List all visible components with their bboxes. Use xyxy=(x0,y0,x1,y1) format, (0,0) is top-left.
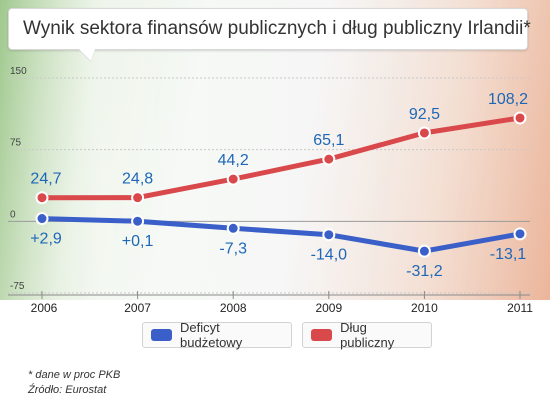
data-label-deficit: -13,1 xyxy=(490,246,527,263)
y-tick-label: 150 xyxy=(10,66,27,77)
y-tick-label: -75 xyxy=(10,281,25,292)
chart-title: Wynik sektora finansów publicznych i dłu… xyxy=(23,18,531,39)
data-point-deficit xyxy=(417,244,431,258)
data-label-deficit: +2,9 xyxy=(30,231,62,248)
data-point-debt xyxy=(417,126,431,140)
legend-item-debt: Dług publiczny xyxy=(302,320,432,350)
data-label-deficit: -14,0 xyxy=(311,247,348,264)
title-box: Wynik sektora finansów publicznych i dłu… xyxy=(8,8,531,50)
data-label-deficit: +0,1 xyxy=(122,233,154,250)
data-point-deficit xyxy=(131,214,145,228)
data-label-debt: 65,1 xyxy=(313,132,344,149)
x-tick-label: 2008 xyxy=(220,301,247,315)
data-point-debt xyxy=(35,191,49,205)
data-label-deficit: -31,2 xyxy=(406,263,443,280)
data-point-deficit xyxy=(322,228,336,242)
footnote-note: * dane w proc PKB xyxy=(28,369,121,381)
data-label-debt: 44,2 xyxy=(218,152,249,169)
data-point-debt xyxy=(226,172,240,186)
legend-label-deficit: Deficyt budżetowy xyxy=(180,320,243,350)
series-line-debt xyxy=(39,115,523,201)
x-tick-label: 2006 xyxy=(31,301,58,315)
y-tick-label: 75 xyxy=(10,138,22,149)
data-point-debt xyxy=(322,152,336,166)
x-tick-label: 2009 xyxy=(315,301,342,315)
legend-swatch-deficit xyxy=(151,329,173,341)
y-tick-label: 0 xyxy=(10,209,16,220)
data-point-debt xyxy=(131,191,145,205)
data-point-deficit xyxy=(226,221,240,235)
data-point-deficit xyxy=(513,227,527,241)
data-point-deficit xyxy=(35,212,49,226)
data-label-deficit: -7,3 xyxy=(219,240,247,257)
x-tick-label: 2010 xyxy=(411,301,438,315)
data-point-debt xyxy=(513,111,527,125)
footnote-source: Źródło: Eurostat xyxy=(28,384,107,396)
x-tick-label: 2007 xyxy=(124,301,151,315)
x-tick-label: 2011 xyxy=(507,301,533,315)
legend-swatch-debt xyxy=(311,329,333,341)
legend-label-debt: Dług publiczny xyxy=(340,320,395,350)
series-line-deficit xyxy=(39,216,523,254)
data-label-debt: 108,2 xyxy=(488,91,528,108)
data-label-debt: 24,7 xyxy=(30,171,61,188)
legend-item-deficit: Deficyt budżetowy xyxy=(142,320,292,350)
data-label-debt: 24,8 xyxy=(122,171,153,188)
data-label-debt: 92,5 xyxy=(409,106,440,123)
